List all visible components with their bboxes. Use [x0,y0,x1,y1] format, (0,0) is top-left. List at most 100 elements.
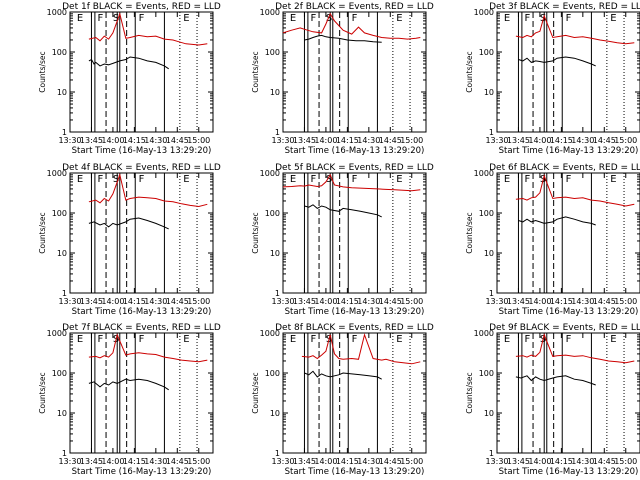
lld-series-line [515,174,635,207]
chart-title: Det 1f BLACK = Events, RED = LLD [62,2,221,12]
y-tick-label: 1000 [47,169,67,178]
region-letter: E [396,13,402,24]
x-tick-label: 14:30 [357,297,380,306]
x-tick-label: 13:30 [485,136,508,145]
x-tick-label: 14:45 [379,457,402,466]
lld-series-line [88,333,208,363]
x-tick-label: 14:15 [123,457,146,466]
x-tick-label: 14:00 [101,136,124,145]
region-letter: S [326,13,332,24]
plot-frame [282,332,427,454]
region-letter: S [326,174,332,185]
y-tick-label: 10 [484,249,494,258]
x-tick-label: 15:00 [614,457,637,466]
chart-panel: Det 9f BLACK = Events, RED = LLD 1 10 100 10… [465,323,640,477]
y-tick-label: 1000 [47,8,67,17]
x-tick-label: 13:45 [293,136,316,145]
x-tick-label: 14:30 [357,457,380,466]
x-tick-label: 13:30 [271,297,294,306]
region-letter: E [610,13,616,24]
lld-series-line [515,333,635,364]
y-tick-label: 100 [265,369,280,378]
region-letter: E [504,13,510,24]
region-letter: F [566,334,572,345]
x-tick-label: 14:30 [357,136,380,145]
y-tick-label: 1 [275,449,280,458]
x-axis-label: Start Time (16-May-13 13:29:20) [499,467,639,477]
x-tick-label: 14:00 [528,136,551,145]
x-axis-label: Start Time (16-May-13 13:29:20) [499,307,639,317]
y-axis-label: Counts/sec [38,212,47,253]
x-tick-label: 15:00 [400,136,423,145]
x-tick-label: 14:45 [593,136,616,145]
region-letter: F [97,174,103,185]
x-tick-label: 14:15 [550,457,573,466]
y-tick-label: 1 [489,128,494,137]
y-axis-label: Counts/sec [251,51,260,92]
y-axis-label: Counts/sec [465,372,474,413]
y-tick-label: 1000 [474,329,494,338]
x-tick-label: 14:15 [336,297,359,306]
region-letter: F [139,334,145,345]
x-tick-label: 14:30 [144,297,167,306]
y-tick-label: 1 [489,449,494,458]
x-tick-label: 13:45 [293,457,316,466]
region-letter: F [310,13,316,24]
x-axis-label: Start Time (16-May-13 13:29:20) [72,307,212,317]
x-tick-label: 15:00 [400,457,423,466]
y-tick-label: 1 [62,128,67,137]
x-tick-label: 14:45 [379,136,402,145]
x-tick-label: 13:45 [80,136,103,145]
y-tick-label: 10 [57,409,67,418]
x-tick-label: 13:45 [507,457,530,466]
chart-title: Det 6f BLACK = Events, RED = LLD [489,163,640,173]
x-axis-label: Start Time (16-May-13 13:29:20) [285,307,425,317]
chart-panel: Det 5f BLACK = Events, RED = LLD 1 10 100 10… [251,163,434,317]
x-tick-label: 14:30 [571,457,594,466]
x-tick-label: 13:45 [80,457,103,466]
x-tick-label: 14:00 [314,136,337,145]
x-tick-label: 14:45 [593,297,616,306]
plot-frame [496,332,640,454]
y-axis-label: Counts/sec [465,212,474,253]
x-tick-label: 13:30 [271,457,294,466]
x-tick-label: 14:45 [166,136,189,145]
x-tick-label: 14:00 [528,457,551,466]
events-series-line [518,216,596,226]
region-letter: F [310,174,316,185]
region-letter: F [566,13,572,24]
lld-series-line [282,173,421,192]
chart-panel: Det 3f BLACK = Events, RED = LLD 1 10 100 10… [465,2,640,156]
plot-frame [496,172,640,294]
x-axis-label: Start Time (16-May-13 13:29:20) [72,467,212,477]
plot-frame [69,11,214,133]
y-tick-label: 10 [484,88,494,97]
y-tick-label: 1 [489,289,494,298]
events-series-line [304,34,382,43]
region-letter: F [524,334,530,345]
region-letter: E [396,334,402,345]
region-letter: F [524,174,530,185]
y-axis-label: Counts/sec [38,372,47,413]
region-letter: E [610,334,616,345]
x-tick-label: 14:15 [550,297,573,306]
chart-panel: Det 7f BLACK = Events, RED = LLD 1 10 100 10… [38,323,221,477]
chart-title: Det 7f BLACK = Events, RED = LLD [62,323,221,333]
lld-series-line [88,173,208,208]
region-letter: E [183,13,189,24]
plot-frame [282,172,427,294]
chart-panel: Det 6f BLACK = Events, RED = LLD 1 10 100 10… [465,163,640,317]
chart-panel: Det 8f BLACK = Events, RED = LLD 1 10 100 10… [251,323,434,477]
plot-frame [69,332,214,454]
events-series-line [515,375,596,386]
lld-series-line [282,12,421,40]
events-series-line [518,56,596,67]
y-tick-label: 1000 [260,8,280,17]
x-tick-label: 13:30 [485,297,508,306]
y-tick-label: 1 [62,289,67,298]
x-tick-label: 14:45 [593,457,616,466]
x-tick-label: 15:00 [400,297,423,306]
events-series-line [304,204,382,218]
chart-title: Det 5f BLACK = Events, RED = LLD [275,163,434,173]
chart-title: Det 8f BLACK = Events, RED = LLD [275,323,434,333]
